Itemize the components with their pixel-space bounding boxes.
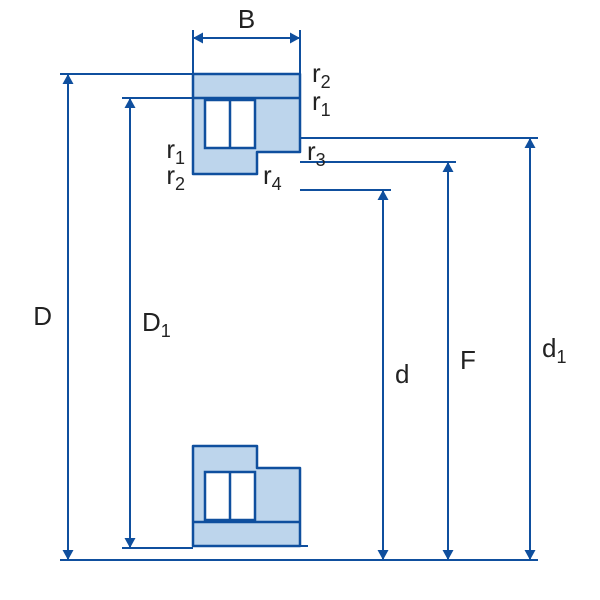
bearing-cross-section-diagram: BDD1dFd1r2r1r1r2r3r4 [0,0,600,600]
svg-text:d: d [395,359,409,389]
svg-text:r3: r3 [307,136,326,170]
svg-text:D1: D1 [142,307,171,341]
svg-text:B: B [238,4,255,34]
svg-text:d1: d1 [542,333,566,367]
svg-text:F: F [460,345,476,375]
svg-text:r4: r4 [263,160,282,194]
svg-text:D: D [33,301,52,331]
